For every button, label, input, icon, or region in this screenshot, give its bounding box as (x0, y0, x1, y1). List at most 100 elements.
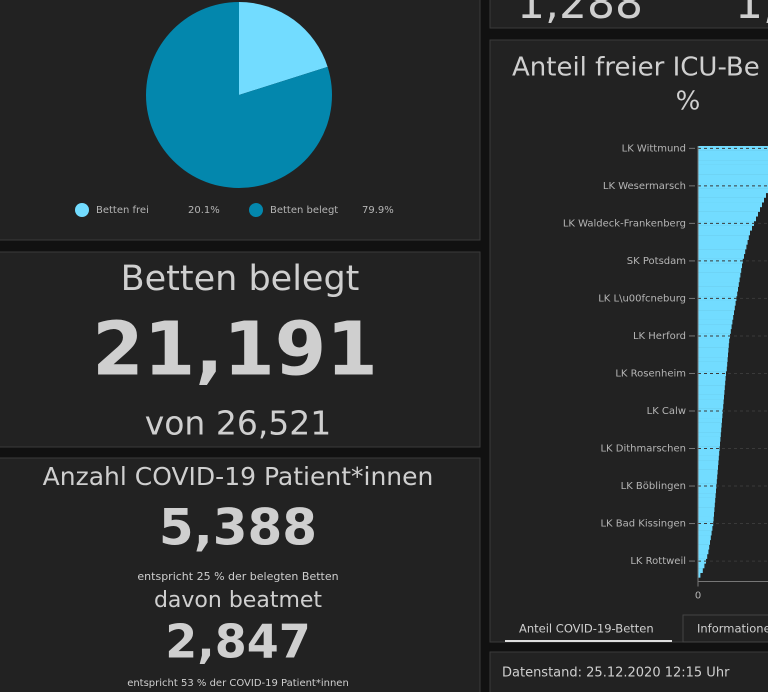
bar (698, 535, 711, 541)
beds-panel (0, 251, 481, 448)
covid-panel (0, 457, 481, 692)
bar (698, 385, 725, 391)
bar (698, 460, 719, 466)
tab-frame (682, 614, 768, 643)
y-tick-label: LK Waldeck-Frankenberg (563, 218, 686, 229)
bar (698, 563, 705, 569)
covid-value: 5,388 (159, 499, 317, 557)
footer-text: Datenstand: 25.12.2020 12:15 Uhr (502, 666, 730, 681)
bar (698, 188, 768, 194)
bar (698, 507, 715, 513)
bar (698, 450, 720, 456)
bar (698, 394, 724, 400)
bar (698, 235, 749, 240)
partial-value: 1,288 (517, 0, 643, 29)
bar (698, 455, 719, 461)
bar (698, 493, 716, 498)
bar (698, 150, 768, 156)
bar (698, 568, 703, 573)
bar (698, 225, 752, 231)
bar (698, 413, 723, 419)
bar (698, 342, 729, 348)
y-tick-label: LK Wesermarsch (603, 181, 686, 192)
tab[interactable]: Anteil COVID-19-Betten (519, 622, 654, 636)
bar (698, 221, 754, 226)
covid-title: Anzahl COVID-19 Patient*innen (43, 462, 434, 491)
legend-label: Betten belegt (270, 205, 338, 216)
bar (698, 146, 768, 151)
bar (698, 389, 725, 395)
bar (698, 572, 701, 578)
bar (698, 446, 720, 452)
legend-value: 79.9% (362, 205, 394, 216)
bar (698, 375, 726, 381)
chart-title: % (676, 87, 701, 117)
beds-subtitle: von 26,521 (145, 404, 332, 443)
covid-note: entspricht 25 % der belegten Betten (137, 570, 338, 583)
bar (698, 516, 714, 522)
bar (698, 253, 744, 259)
x-tick-label: 0 (695, 590, 701, 601)
bar (698, 244, 747, 250)
pie-slice (239, 2, 328, 95)
bar (698, 310, 734, 316)
bar (698, 160, 768, 165)
bar (698, 216, 756, 222)
bar (698, 324, 732, 330)
bar (698, 357, 728, 362)
y-tick-label: LK L\u00fcneburg (598, 293, 686, 304)
bar (698, 497, 716, 503)
y-tick-label: LK Rottweil (630, 556, 686, 567)
legend-swatch (75, 203, 89, 217)
bar (698, 474, 718, 480)
bar (698, 525, 713, 531)
bar (698, 549, 709, 555)
bar (698, 267, 742, 273)
bar (698, 464, 718, 470)
bar (698, 249, 746, 255)
bar (698, 286, 738, 292)
chart-title: Anteil freier ICU-Be (512, 53, 760, 83)
bar (698, 333, 730, 339)
ventilated-value: 2,847 (165, 615, 311, 669)
bar (698, 554, 708, 559)
bar (698, 478, 717, 484)
bar (698, 380, 726, 386)
bar (698, 361, 728, 367)
bar (698, 352, 728, 358)
bar (698, 483, 717, 489)
footer-panel (489, 651, 768, 692)
bar (698, 197, 764, 203)
y-tick-label: LK Wittmund (622, 143, 686, 154)
bar (698, 178, 768, 184)
beds-title: Betten belegt (121, 259, 360, 299)
bar (698, 530, 712, 536)
bar (698, 314, 734, 320)
bar (698, 263, 742, 269)
bar (698, 211, 758, 217)
bar (698, 432, 721, 437)
bar (698, 558, 706, 564)
bar (698, 502, 715, 508)
partial-value: 1, (735, 0, 768, 29)
y-tick-label: SK Potsdam (627, 256, 686, 267)
bar (698, 272, 741, 278)
bar (698, 169, 768, 175)
bar (698, 230, 750, 236)
top-partial-panel (489, 0, 768, 29)
bar (698, 469, 718, 475)
bar (698, 155, 768, 161)
bar (698, 192, 766, 198)
bar (698, 164, 768, 170)
bar (698, 174, 768, 180)
legend-value: 20.1% (188, 205, 220, 216)
tab[interactable]: Informatione (697, 622, 768, 636)
bar (698, 511, 714, 517)
y-tick-label: LK Bad Kissingen (600, 519, 686, 530)
covid-subtitle: davon beatmet (154, 588, 322, 613)
bar (698, 282, 739, 287)
bar (698, 183, 768, 189)
y-tick-label: LK Rosenheim (615, 368, 686, 379)
